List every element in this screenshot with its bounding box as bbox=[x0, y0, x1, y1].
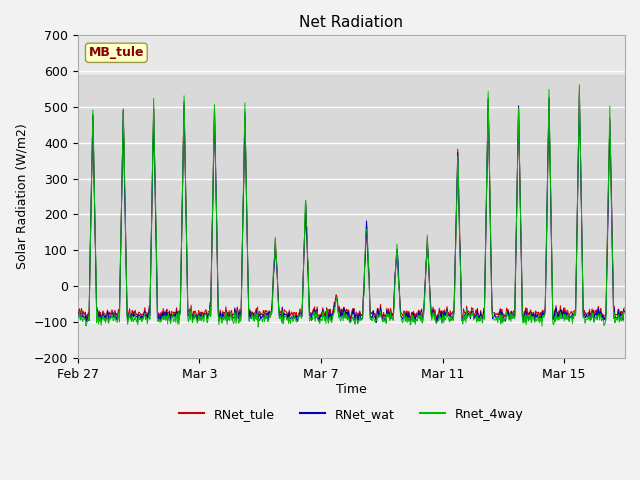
Legend: RNet_tule, RNet_wat, Rnet_4way: RNet_tule, RNet_wat, Rnet_4way bbox=[174, 403, 529, 426]
Y-axis label: Solar Radiation (W/m2): Solar Radiation (W/m2) bbox=[15, 124, 28, 269]
Title: Net Radiation: Net Radiation bbox=[300, 15, 403, 30]
X-axis label: Time: Time bbox=[336, 384, 367, 396]
Text: MB_tule: MB_tule bbox=[88, 46, 144, 60]
Bar bbox=[77, 75, 625, 297]
